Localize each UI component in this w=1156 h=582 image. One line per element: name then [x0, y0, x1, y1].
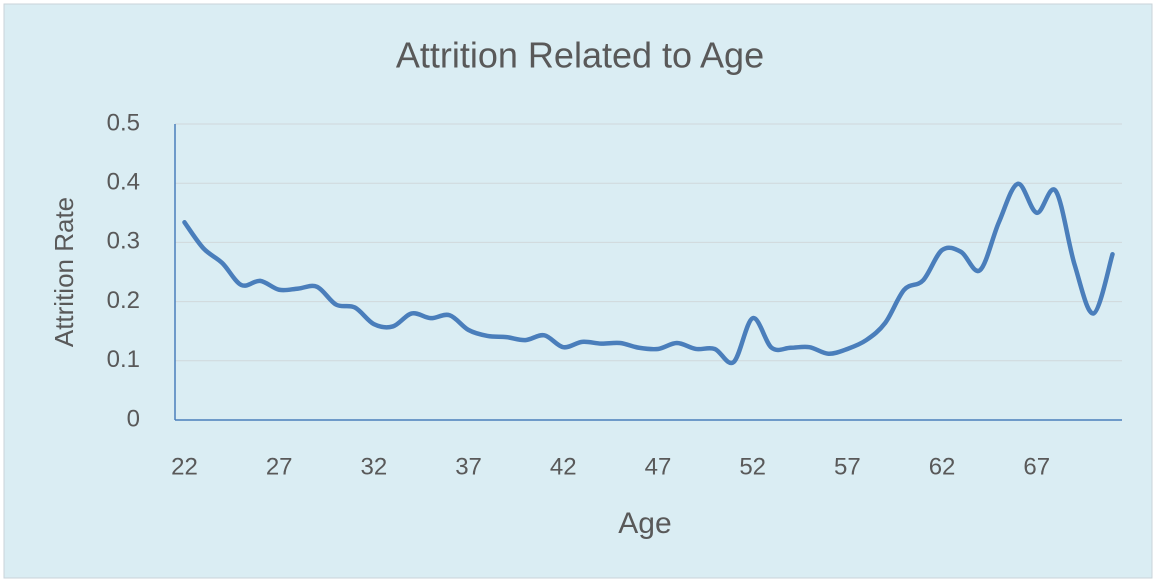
x-tick-label: 52 — [739, 453, 766, 480]
chart-title: Attrition Related to Age — [396, 35, 764, 76]
x-tick-label: 27 — [266, 453, 293, 480]
y-tick-label: 0.1 — [107, 346, 140, 373]
x-tick-label: 67 — [1023, 453, 1050, 480]
y-tick-label: 0.2 — [107, 287, 140, 314]
x-tick-label: 22 — [171, 453, 198, 480]
chart-background — [3, 3, 1153, 579]
y-tick-label: 0 — [127, 405, 140, 432]
x-tick-label: 37 — [455, 453, 482, 480]
x-axis-label: Age — [618, 507, 671, 540]
x-tick-label: 62 — [929, 453, 956, 480]
y-tick-label: 0.5 — [107, 109, 140, 136]
x-tick-label: 32 — [361, 453, 388, 480]
x-tick-label: 47 — [645, 453, 672, 480]
y-tick-label: 0.4 — [107, 169, 140, 196]
y-tick-label: 0.3 — [107, 228, 140, 255]
x-tick-label: 42 — [550, 453, 577, 480]
y-axis-label: Attrition Rate — [49, 197, 79, 347]
data-line — [182, 181, 1115, 366]
x-tick-label: 57 — [834, 453, 861, 480]
